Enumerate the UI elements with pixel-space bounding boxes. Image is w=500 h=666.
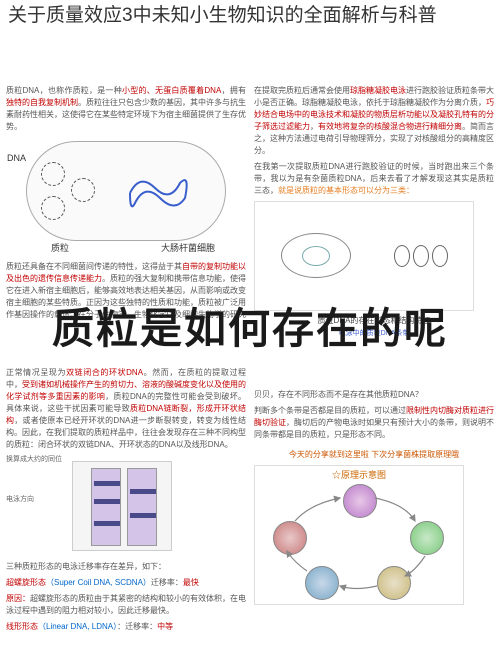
cell-diagram: DNA 质粒 大肠杆菌细胞 xyxy=(26,141,226,241)
para-4: 三种质粒形态的电泳迁移率存在差异，如下： xyxy=(6,561,246,573)
gel-band xyxy=(94,481,120,486)
gel-band xyxy=(130,489,156,494)
chromosome-icon xyxy=(125,168,195,218)
txt-red: 独特的自我复制机制 xyxy=(6,98,78,107)
txt: 正常情况呈现为 xyxy=(6,368,66,377)
dna-label: DNA xyxy=(7,152,26,166)
r-para-2: 在我第一次提取质粒DNA进行跑胶验证的时候，当时跑出来三个条带，我以为是有杂菌质… xyxy=(254,161,494,197)
para-5: 超螺旋形态（Super Coil DNA, SCDNA）迁移率：最快 xyxy=(6,577,246,589)
plasmid-icon xyxy=(41,162,65,186)
txt: 超螺旋形态的质粒由于其紧密的结构和较小的有效体积，在电泳过程中遇到的阻力相对较小… xyxy=(6,594,246,615)
plasmid-icon xyxy=(41,196,65,220)
gel-diagram xyxy=(72,461,172,551)
gel-band xyxy=(130,513,156,518)
gel-band xyxy=(94,521,120,526)
txt-red: 超螺旋形态 xyxy=(6,578,46,587)
ring-icon xyxy=(413,245,429,267)
txt-red: 线形形态 xyxy=(6,622,38,631)
txt-red: 有效地将复杂的核酸混合物进行精细分离 xyxy=(318,122,462,131)
gel-lbl1: 换算成大约的同位 xyxy=(6,455,66,466)
txt-blue: （Super Coil DNA, SCDNA） xyxy=(46,578,151,587)
ring-icon xyxy=(394,245,410,267)
gel-band xyxy=(94,499,120,504)
txt: ，或者使原本已经开环状的DNA进一步断裂转变，转变为线性结构。因此，在我们提取的… xyxy=(6,416,246,449)
overlay-title: 质粒是如何存在的呢 xyxy=(0,295,500,356)
plasmid-label: 质粒 xyxy=(51,242,69,256)
txt: 存在不同形态而不是存在其他质粒DNA？ xyxy=(278,390,423,399)
page-title: 关于质量效应3中未知小生物知识的全面解析与科普 xyxy=(0,0,500,33)
r-para-5: 今天的分享就到这里啦 下次分享菌株提取原理哦 xyxy=(254,449,494,461)
para-6: 原因：超螺旋形态的质粒由于其紧密的结构和较小的有效体积，在电泳过程中遇到的阻力相… xyxy=(6,593,246,617)
cell-oval xyxy=(281,233,351,278)
ecoli-label: 大肠杆菌细胞 xyxy=(161,242,215,256)
txt-red: 琼脂糖凝胶电泳 xyxy=(350,86,406,95)
r-para-3: 贝贝，存在不同形态而不是存在其他质粒DNA？ xyxy=(254,389,494,401)
txt: ，酶切后的产物电泳时如果只有预计大小的条带，则说明不同条带都是目的质粒，只是形态… xyxy=(254,418,494,439)
txt: 迁移率： xyxy=(151,578,183,587)
gel-side-label: 换算成大约的同位 电泳方向 xyxy=(6,455,66,506)
cycle-arrows-icon xyxy=(255,466,465,606)
ring-icon xyxy=(432,245,448,267)
txt: 质粒DNA，也称作质粒，是一种 xyxy=(6,86,122,95)
txt-red: 双链闭合的环状DNA xyxy=(66,368,143,377)
cycle-diagram: ☆原理示意图 xyxy=(254,465,464,605)
intro-para: 质粒DNA，也称作质粒，是一种小型的、无蛋白质覆着DNA，拥有独特的自我复制机制… xyxy=(6,85,246,133)
r-para-1: 在提取完质粒后通常会使用琼脂糖凝胶电泳进行跑胶验证质粒条带大小是否正确。琼脂糖凝… xyxy=(254,85,494,157)
gel-lbl2: 电泳方向 xyxy=(6,495,66,506)
txt-orange: 就是说质粒的基本形态可以分为三类： xyxy=(278,186,414,195)
txt: 质粒还具备在不同细菌间传递的特性，这得益于其 xyxy=(6,262,182,271)
plasmid-icon xyxy=(71,178,95,202)
inner-icon xyxy=(302,246,330,266)
gel-lane xyxy=(127,468,157,546)
para-3: 正常情况呈现为双链闭合的环状DNA。然而，在质粒的提取过程中，受到诸如机械操作产… xyxy=(6,367,246,451)
left-column: 质粒DNA，也称作质粒，是一种小型的、无蛋白质覆着DNA，拥有独特的自我复制机制… xyxy=(6,81,246,637)
ring-set xyxy=(394,245,448,267)
para-7: 线形形态（Linear DNA, LDNA）：迁移率：中等 xyxy=(6,621,246,633)
txt-red: 中等 xyxy=(157,622,173,631)
txt-red: 最快 xyxy=(183,578,199,587)
txt: 判断多个条带是否都是目的质粒，可以通过 xyxy=(254,406,406,415)
txt: 在提取完质粒后通常会使用 xyxy=(254,86,350,95)
txt-red: 小型的、无蛋白质覆着DNA xyxy=(122,86,221,95)
gel-lane xyxy=(91,468,121,546)
txt: ，拥有 xyxy=(221,86,246,95)
txt: ：迁移率： xyxy=(117,622,157,631)
r-para-4: 判断多个条带是否都是目的质粒，可以通过限制性内切酶对质粒进行酶切验证，酶切后的产… xyxy=(254,405,494,441)
txt-red: 原因： xyxy=(6,594,30,603)
txt: ， xyxy=(310,122,318,131)
gel-row: 换算成大约的同位 电泳方向 xyxy=(6,455,246,557)
txt: 贝贝， xyxy=(254,390,278,399)
txt-blue: （Linear DNA, LDNA） xyxy=(38,622,117,631)
